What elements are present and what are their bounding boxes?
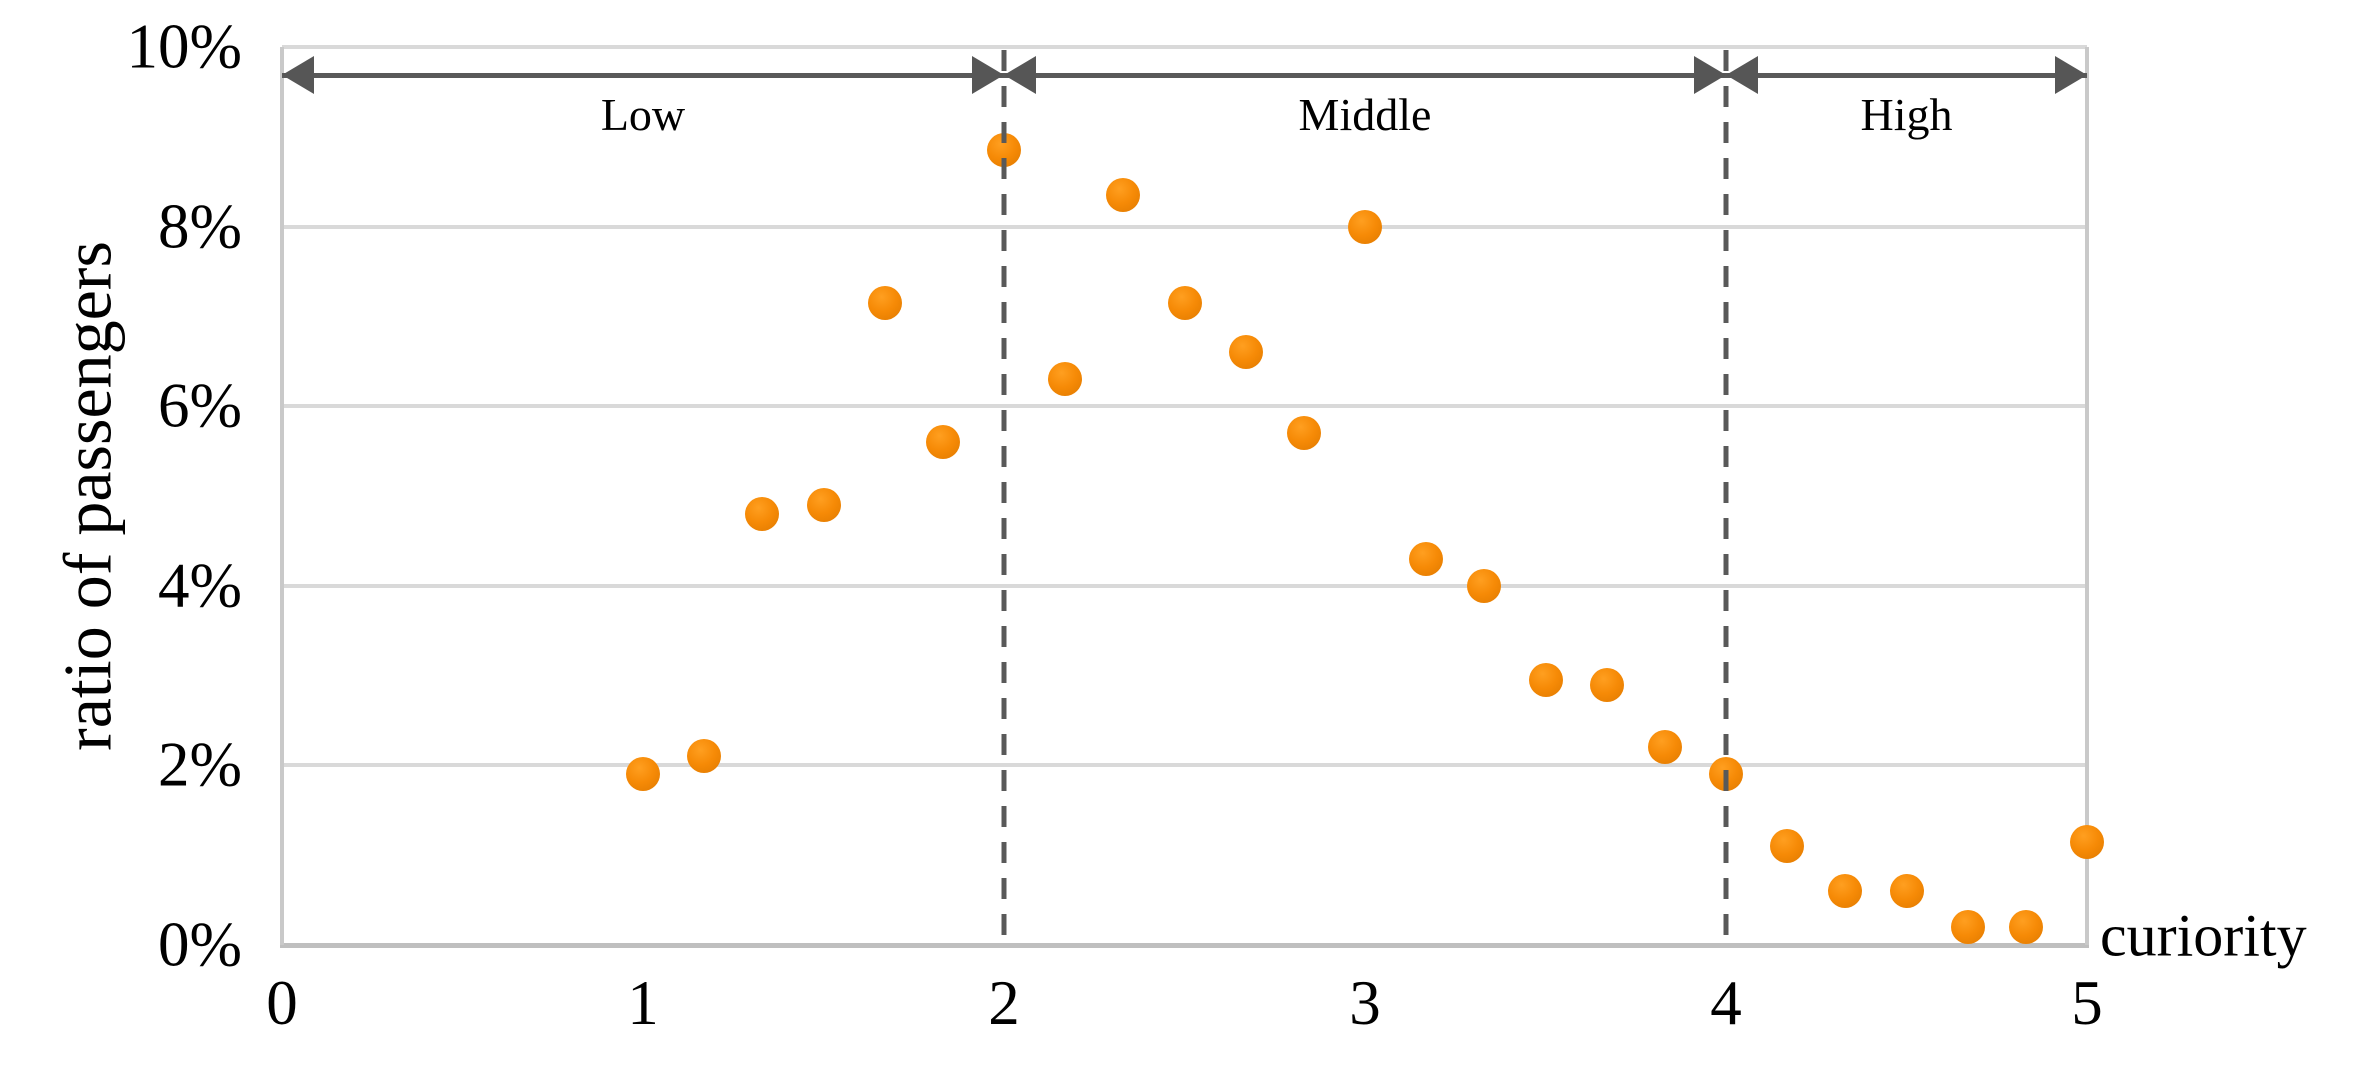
region-arrow-line	[1726, 73, 2087, 78]
plot-border-left	[280, 47, 284, 945]
arrow-left-icon	[1004, 56, 1036, 94]
data-point	[1286, 416, 1321, 451]
data-point	[2008, 910, 2043, 945]
gridline	[282, 583, 2087, 588]
x-axis-line	[280, 943, 2089, 948]
region-divider-dashed-line	[1723, 50, 1729, 945]
gridline	[282, 224, 2087, 229]
y-tick-label: 2%	[158, 729, 242, 800]
x-tick-label: 0	[266, 968, 298, 1038]
x-tick-label: 4	[1710, 968, 1742, 1038]
x-tick-label: 5	[2071, 968, 2103, 1038]
gridline	[282, 45, 2087, 49]
region-label: Low	[600, 89, 686, 140]
data-point	[2070, 824, 2104, 859]
data-point	[1647, 730, 1682, 765]
data-point	[1889, 874, 1924, 909]
region-arrow-line	[1004, 73, 1726, 78]
data-point	[925, 425, 960, 460]
plot-border-right	[2085, 47, 2089, 945]
x-axis-title: curiority	[2100, 902, 2307, 969]
x-tick-label: 2	[988, 968, 1020, 1038]
arrow-left-icon	[282, 56, 314, 94]
data-point	[1048, 362, 1083, 397]
data-point	[867, 285, 902, 320]
data-point	[1409, 541, 1444, 576]
region-divider-dashed-line	[1001, 50, 1007, 945]
data-point	[1167, 285, 1202, 320]
gridline	[282, 763, 2087, 768]
y-tick-label: 8%	[158, 191, 242, 262]
data-point	[745, 496, 780, 531]
x-tick-label: 3	[1349, 968, 1381, 1038]
arrow-right-icon	[972, 56, 1004, 94]
gridline	[282, 404, 2087, 409]
y-tick-label: 0%	[158, 909, 242, 980]
data-point	[687, 739, 722, 774]
data-point	[1828, 874, 1863, 909]
y-tick-label: 10%	[126, 11, 242, 82]
arrow-right-icon	[2055, 56, 2087, 94]
arrow-left-icon	[1726, 56, 1758, 94]
y-tick-label: 4%	[158, 550, 242, 621]
x-tick-label: 1	[627, 968, 659, 1038]
data-point	[1770, 829, 1805, 864]
data-point	[626, 757, 660, 792]
data-point	[1348, 209, 1382, 244]
data-point	[1467, 568, 1502, 603]
region-arrow-line	[282, 73, 1004, 78]
data-point	[1950, 910, 1985, 945]
arrow-right-icon	[1694, 56, 1726, 94]
y-tick-label: 6%	[158, 370, 242, 441]
data-point	[1528, 663, 1563, 698]
data-point	[1228, 335, 1263, 370]
data-point	[806, 487, 841, 522]
data-point	[1589, 667, 1624, 702]
region-label: Middle	[1298, 89, 1432, 140]
y-axis-title: ratio of passengers	[49, 241, 126, 751]
region-label: High	[1860, 89, 1953, 140]
data-point	[1106, 178, 1141, 213]
